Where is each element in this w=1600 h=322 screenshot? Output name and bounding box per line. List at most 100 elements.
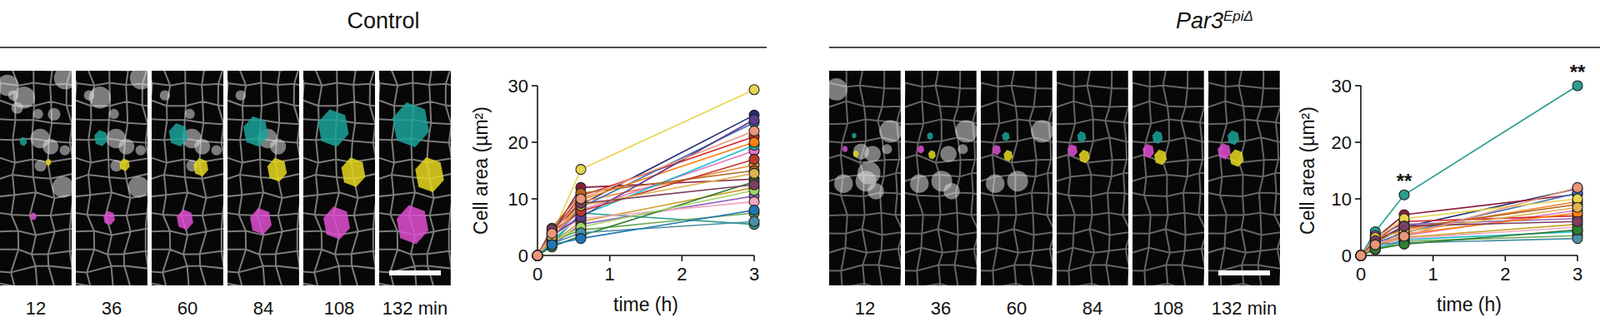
highlighted-cell <box>1217 143 1231 160</box>
y-tick-label: 20 <box>508 132 529 154</box>
bright-signal <box>211 145 222 156</box>
series-line <box>537 136 755 256</box>
bright-signal <box>185 109 195 120</box>
highlighted-cell <box>103 211 115 226</box>
y-tick <box>531 198 538 200</box>
highlighted-cell <box>917 145 925 155</box>
highlighted-cell <box>1142 144 1155 159</box>
data-point <box>575 234 586 245</box>
data-point <box>532 250 543 261</box>
y-tick-label: 30 <box>508 75 529 97</box>
highlighted-cell <box>1079 150 1090 164</box>
data-point <box>1572 216 1583 227</box>
series-line <box>1360 219 1578 256</box>
y-tick <box>531 85 538 87</box>
y-axis-label: Cell area (µm²) <box>470 106 492 235</box>
x-tick-label: 1 <box>605 264 615 285</box>
bright-signal <box>943 183 960 200</box>
bright-signal <box>270 139 286 155</box>
scale-bar <box>389 270 441 276</box>
x-tick-label: 2 <box>676 264 687 285</box>
highlighted-cell <box>1152 130 1164 144</box>
data-point <box>532 250 543 261</box>
scale-bar <box>1218 270 1270 276</box>
time-label: 12 <box>25 298 46 320</box>
series-line <box>1360 230 1578 256</box>
microscopy-frame <box>151 70 224 286</box>
x-tick <box>609 255 611 262</box>
data-point <box>749 125 760 136</box>
series-line <box>1360 215 1578 256</box>
highlighted-cell <box>1227 130 1240 146</box>
data-point <box>532 250 543 261</box>
highlighted-cell <box>1229 150 1244 168</box>
x-axis-label: time (h) <box>613 294 679 316</box>
series-line <box>537 187 755 256</box>
bright-signal <box>42 139 59 155</box>
data-point <box>1355 250 1366 261</box>
highlighted-cell <box>1077 131 1087 143</box>
time-label: 12 <box>855 298 875 320</box>
plot-data <box>532 85 760 261</box>
microscopy-frame <box>1132 70 1205 286</box>
series-line <box>1360 205 1578 256</box>
series-markers <box>1355 80 1583 261</box>
highlighted-cell <box>250 208 272 235</box>
x-axis <box>537 255 755 257</box>
highlighted-cell <box>415 157 444 193</box>
data-point <box>546 228 557 239</box>
cell-outlines <box>0 70 72 286</box>
bright-signal <box>109 109 120 120</box>
x-tick-label: 0 <box>1355 264 1366 285</box>
bright-signal <box>857 161 881 185</box>
data-point <box>749 115 760 125</box>
series-lines <box>1360 85 1578 256</box>
bright-signal <box>853 144 870 160</box>
highlighted-cell <box>323 206 350 240</box>
bright-signal <box>867 183 885 200</box>
data-point <box>1355 250 1366 261</box>
highlighted-cell <box>45 159 52 166</box>
data-point <box>1355 250 1366 261</box>
microscopy-frame <box>227 70 300 286</box>
bright-signal <box>194 139 210 155</box>
data-point <box>575 194 586 205</box>
y-axis <box>1360 85 1362 256</box>
series-line <box>1360 187 1578 256</box>
series-line <box>1360 85 1578 256</box>
data-point <box>1370 239 1380 250</box>
y-tick <box>1355 85 1361 87</box>
y-tick <box>1355 198 1361 200</box>
data-point <box>532 250 543 261</box>
data-point <box>1355 250 1366 261</box>
cell-outlines <box>1056 70 1129 286</box>
y-tick-label: 0 <box>518 245 529 267</box>
data-point <box>532 250 543 261</box>
highlighted-cell <box>1001 131 1010 141</box>
y-tick <box>531 141 538 144</box>
data-point <box>1355 250 1366 261</box>
data-point <box>532 250 543 261</box>
data-point <box>1355 250 1366 261</box>
data-point <box>1355 250 1366 261</box>
x-axis <box>1360 255 1578 257</box>
bright-signal <box>54 70 72 90</box>
data-point <box>1355 250 1366 261</box>
data-point <box>532 250 543 261</box>
data-point <box>1399 221 1410 232</box>
data-point <box>532 250 543 261</box>
x-tick-label: 0 <box>532 264 543 285</box>
time-label: 132 min <box>1211 298 1277 320</box>
title-text: Par3 <box>1175 8 1224 34</box>
data-point <box>532 250 543 261</box>
microscopy-frame <box>75 70 148 286</box>
series-line <box>537 142 755 256</box>
data-point <box>532 250 543 261</box>
y-tick-label: 10 <box>508 189 529 210</box>
highlighted-cell <box>169 123 189 147</box>
data-point <box>749 168 760 179</box>
series-line <box>1360 207 1578 256</box>
highlighted-cell <box>318 109 350 147</box>
series-line <box>537 210 755 256</box>
bright-signal <box>35 160 47 172</box>
